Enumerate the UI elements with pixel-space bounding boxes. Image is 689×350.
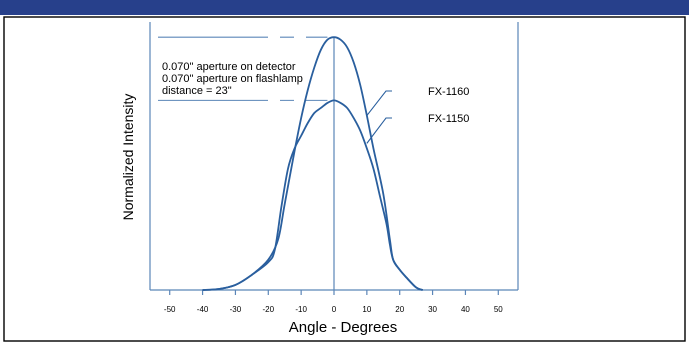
- x-tick-label--40: -40: [197, 305, 209, 314]
- x-tick-label-20: 20: [395, 305, 404, 314]
- x-axis-label: Angle - Degrees: [289, 319, 397, 336]
- chart-frame: [3, 16, 686, 342]
- series-layer: [202, 36, 424, 291]
- title-banner: [0, 0, 689, 15]
- x-tick-label-40: 40: [461, 305, 470, 314]
- leader-line-fx-1160: [366, 90, 392, 116]
- annotation-distance: distance = 23": [162, 85, 232, 97]
- x-tick-label--50: -50: [164, 305, 176, 314]
- x-tick-label-30: 30: [428, 305, 437, 314]
- x-tick-label-50: 50: [494, 305, 503, 314]
- y-axis-label: Normalized Intensity: [120, 94, 136, 221]
- x-tick-label--20: -20: [263, 305, 275, 314]
- x-tick-label--10: -10: [295, 305, 307, 314]
- x-tick-label--30: -30: [230, 305, 242, 314]
- annotation-flashlamp-aperture: 0.070" aperture on flashlamp: [162, 73, 303, 85]
- series-label-fx-1160: FX-1160: [428, 86, 469, 98]
- series-label-fx-1150: FX-1150: [428, 113, 469, 125]
- x-tick-label-10: 10: [362, 305, 371, 314]
- labels-layer: -50 -40 -30 -20 -10 0 10 20 30 40 50 FX-1160 FX-1150: [164, 86, 503, 314]
- leader-line-fx-1150: [366, 117, 392, 144]
- series-line-fx-1150: [202, 99, 424, 291]
- guides-layer: [158, 36, 392, 144]
- x-tick-label-0: 0: [332, 305, 337, 314]
- annotation-detector-aperture: 0.070" aperture on detector: [162, 61, 296, 73]
